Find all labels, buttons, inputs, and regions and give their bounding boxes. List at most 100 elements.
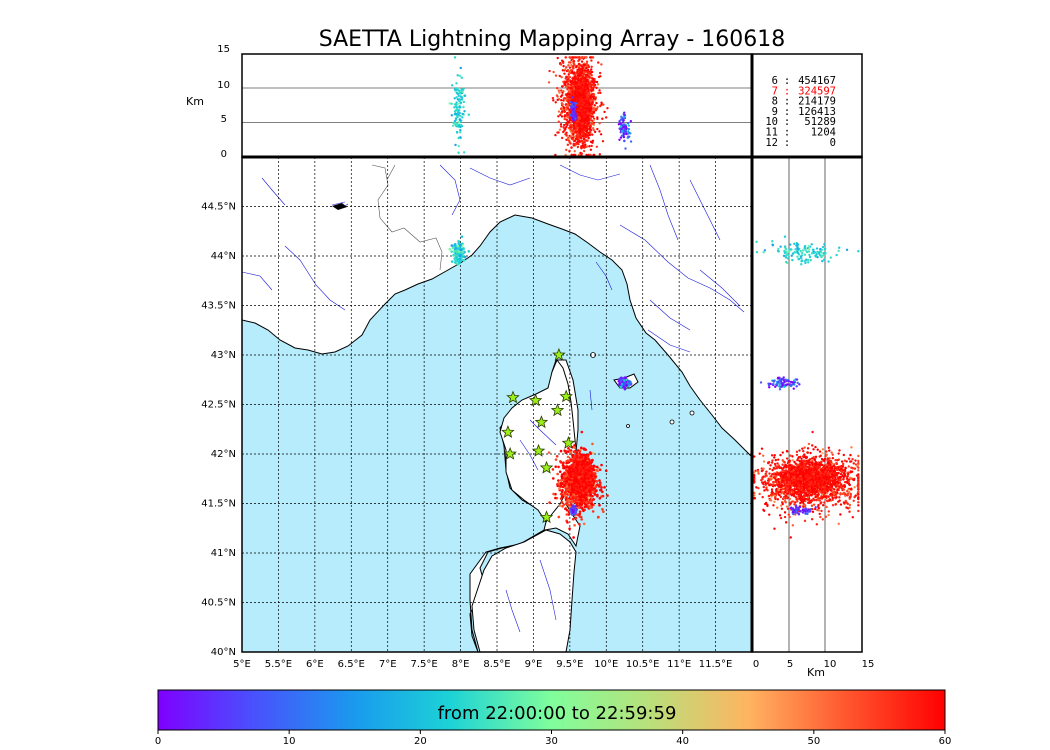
lightning-source	[578, 462, 582, 466]
lightning-source-lon-alt	[606, 106, 609, 110]
lightning-source	[591, 494, 594, 498]
lightning-source-lon-alt	[576, 111, 580, 114]
lightning-source	[575, 460, 579, 464]
lightning-source-lon-alt	[563, 72, 566, 75]
lightning-source-lon-alt	[454, 117, 458, 120]
lightning-source-lon-alt	[572, 71, 576, 74]
lightning-source-lon-alt	[573, 126, 576, 130]
lightning-source	[561, 464, 565, 467]
lightning-source-lon-alt	[571, 65, 574, 69]
lightning-source-lon-alt	[457, 136, 460, 140]
lightning-source-lon-alt	[592, 95, 596, 98]
lightning-source-lon-alt	[569, 96, 572, 100]
lightning-source-lon-alt	[454, 87, 458, 90]
lightning-source-lon-alt	[554, 101, 557, 104]
lightning-source-lon-alt	[582, 149, 586, 153]
lightning-source	[562, 461, 565, 464]
lightning-source-lon-alt	[596, 83, 600, 86]
map-grid	[242, 157, 752, 652]
lightning-source-lon-alt	[573, 98, 577, 102]
lightning-source	[587, 477, 590, 480]
lightning-source-lon-alt	[594, 107, 598, 111]
lightning-source-lon-alt	[560, 115, 564, 118]
lightning-source	[582, 487, 585, 491]
lightning-source	[586, 487, 590, 491]
lightning-source	[565, 513, 569, 516]
lightning-source-lon-alt	[572, 61, 575, 65]
lightning-source-lon-alt	[595, 80, 599, 84]
count-separator: :	[784, 127, 790, 139]
lightning-source-lon-alt	[586, 71, 590, 74]
lightning-source-lon-alt	[588, 110, 592, 113]
lightning-source-lon-alt	[623, 111, 626, 114]
lightning-source-lon-alt	[591, 133, 594, 136]
lightning-source-lon-alt	[559, 63, 563, 66]
lightning-source-lon-alt	[460, 76, 463, 79]
lightning-source	[591, 451, 595, 455]
lightning-source	[576, 491, 580, 494]
lightning-source	[596, 494, 599, 498]
lightning-source	[560, 500, 564, 504]
lightning-source	[566, 501, 569, 504]
lightning-source-lon-alt	[590, 74, 593, 77]
lightning-source-lon-alt	[586, 92, 590, 95]
lightning-source-lon-alt	[579, 135, 583, 138]
lightning-source	[594, 490, 597, 493]
lightning-source	[582, 453, 586, 457]
lightning-source-lon-alt	[598, 89, 601, 92]
lightning-source-lon-alt	[588, 133, 592, 137]
lightning-source	[561, 485, 565, 489]
lightning-source-lon-alt	[558, 128, 562, 131]
lightning-source-lon-alt	[568, 66, 572, 69]
lightning-source-lon-alt	[582, 144, 585, 147]
lightning-source-lon-alt	[580, 84, 583, 87]
lightning-source-lon-alt	[573, 92, 576, 95]
lightning-source-lon-alt	[575, 142, 578, 146]
lightning-source-lon-alt	[580, 90, 583, 93]
lightning-source-lon-alt	[583, 112, 587, 115]
lightning-source-lon-alt	[456, 92, 460, 96]
lightning-source-lon-alt	[627, 127, 631, 131]
lightning-source-lon-alt	[571, 77, 574, 80]
lightning-source-lon-alt	[598, 130, 601, 133]
lightning-source	[578, 522, 581, 526]
lightning-source	[571, 510, 575, 514]
lightning-source-lon-alt	[456, 115, 459, 118]
lightning-source-lon-alt	[569, 87, 573, 90]
lightning-source-lon-alt	[459, 125, 462, 129]
lightning-source-lon-alt	[577, 95, 580, 98]
lightning-source-lon-alt	[462, 87, 465, 90]
lightning-source-lon-alt	[578, 111, 582, 114]
lightning-source-lon-alt	[556, 56, 559, 60]
lightning-source-lon-alt	[459, 101, 463, 104]
lightning-source-lon-alt	[461, 116, 464, 119]
lightning-source	[560, 493, 564, 496]
lightning-source-lon-alt	[578, 93, 582, 97]
lightning-source	[568, 489, 572, 492]
lightning-source	[565, 480, 569, 483]
lightning-source	[591, 490, 595, 494]
lightning-source-lon-alt	[596, 127, 599, 131]
lightning-source-lon-alt	[581, 68, 584, 72]
lightning-source	[578, 450, 582, 453]
lightning-source-lon-alt	[621, 121, 625, 124]
lightning-source	[584, 504, 588, 507]
lightning-source-lon-alt	[551, 96, 555, 100]
lightning-source-lon-alt	[578, 131, 581, 135]
lightning-source-lon-alt	[558, 74, 561, 78]
lightning-source	[572, 450, 576, 454]
lightning-source-lon-alt	[590, 87, 594, 90]
lightning-source-lon-alt	[556, 131, 559, 134]
lightning-source-lon-alt	[570, 63, 573, 67]
lightning-source-lon-alt	[570, 98, 574, 102]
lightning-source	[571, 485, 574, 488]
lightning-source	[596, 469, 599, 473]
lightning-source	[547, 451, 551, 454]
lightning-source-lon-alt	[564, 77, 567, 80]
lightning-source-lon-alt	[457, 120, 461, 124]
lightning-source-lon-alt	[571, 136, 575, 139]
lightning-source	[577, 506, 581, 509]
lightning-source-lon-alt	[584, 133, 587, 136]
lightning-source-lon-alt	[593, 80, 597, 83]
lightning-source-lon-alt	[580, 114, 584, 118]
